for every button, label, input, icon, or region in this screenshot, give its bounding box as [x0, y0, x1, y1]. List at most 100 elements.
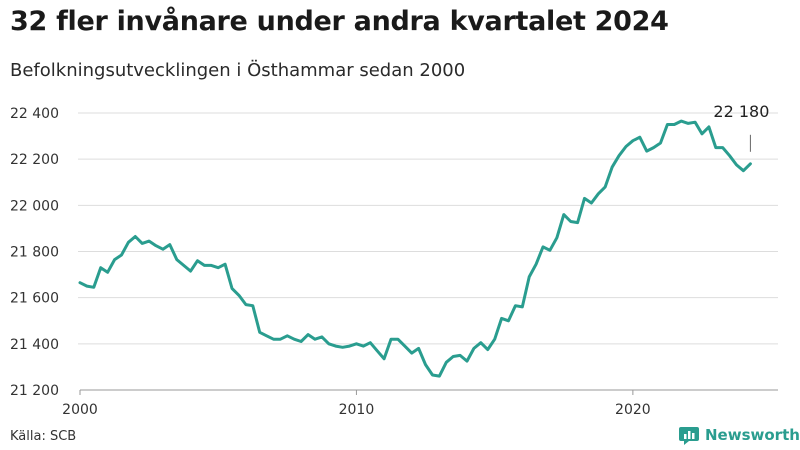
- data-point: [438, 375, 441, 378]
- data-point: [272, 338, 275, 341]
- y-axis-tick-labels: 21 200 21 400 21 600 21 800 22 000 22 200 22 4…: [10, 106, 59, 399]
- data-point: [528, 275, 531, 278]
- data-point: [466, 360, 469, 363]
- data-point: [376, 349, 379, 352]
- chart-subtitle: Befolkningsutvecklingen i Östhammar seda…: [10, 60, 466, 81]
- data-point: [141, 242, 144, 245]
- data-point: [707, 125, 710, 128]
- data-point: [521, 305, 524, 308]
- chart-title: 32 fler invånare under andra kvartalet 2…: [10, 6, 669, 37]
- brand-name: Newsworthy: [705, 426, 800, 444]
- series-population: [78, 119, 752, 378]
- data-point: [410, 352, 413, 355]
- annotation-label: 22 180: [713, 102, 769, 121]
- data-point: [134, 235, 137, 238]
- data-point: [542, 245, 545, 248]
- data-point: [742, 169, 745, 172]
- y-tick-label: 22 000: [10, 198, 59, 214]
- data-point: [355, 342, 358, 345]
- data-point: [265, 334, 268, 337]
- data-point: [244, 303, 247, 306]
- data-point: [728, 154, 731, 157]
- data-point: [548, 249, 551, 252]
- data-point: [196, 259, 199, 262]
- x-tick-label: 2010: [339, 402, 375, 418]
- y-tick-label: 21 400: [10, 337, 59, 353]
- data-point: [106, 271, 109, 274]
- data-point: [362, 345, 365, 348]
- data-point: [701, 132, 704, 135]
- data-point: [231, 287, 234, 290]
- data-point: [210, 264, 213, 267]
- data-point: [472, 347, 475, 350]
- data-point: [217, 266, 220, 269]
- data-point: [486, 348, 489, 351]
- data-point: [293, 338, 296, 341]
- data-point: [666, 123, 669, 126]
- data-point: [224, 263, 227, 266]
- data-point: [92, 286, 95, 289]
- data-point: [120, 254, 123, 257]
- data-point: [85, 285, 88, 288]
- data-point: [514, 304, 517, 307]
- data-point: [334, 345, 337, 348]
- data-point: [431, 374, 434, 377]
- data-point: [555, 236, 558, 239]
- data-point: [673, 123, 676, 126]
- data-point: [452, 355, 455, 358]
- data-point: [424, 363, 427, 366]
- data-point: [307, 333, 310, 336]
- data-point: [314, 338, 317, 341]
- data-point: [562, 213, 565, 216]
- data-point: [348, 345, 351, 348]
- data-point: [604, 185, 607, 188]
- data-point: [383, 357, 386, 360]
- x-axis-tick-labels: 2000 2010 2020: [62, 390, 651, 418]
- last-value-annotation: 22 180: [713, 102, 769, 152]
- data-point: [659, 142, 662, 145]
- y-tick-label: 21 200: [10, 383, 59, 399]
- data-point: [694, 121, 697, 124]
- y-tick-label: 22 400: [10, 106, 59, 122]
- data-point: [631, 139, 634, 142]
- data-point: [341, 346, 344, 349]
- data-point: [687, 122, 690, 125]
- data-point: [403, 345, 406, 348]
- data-point: [396, 338, 399, 341]
- data-point: [583, 197, 586, 200]
- data-point: [203, 264, 206, 267]
- y-tick-label: 22 200: [10, 152, 59, 168]
- data-point: [611, 166, 614, 169]
- data-point: [638, 136, 641, 139]
- data-point: [251, 304, 254, 307]
- x-tick-label: 2000: [62, 402, 98, 418]
- data-point: [479, 341, 482, 344]
- data-point: [417, 347, 420, 350]
- data-point: [279, 338, 282, 341]
- data-point: [182, 264, 185, 267]
- data-point: [618, 154, 621, 157]
- data-point: [390, 338, 393, 341]
- data-point: [721, 146, 724, 149]
- y-tick-label: 21 600: [10, 291, 59, 307]
- data-point: [652, 146, 655, 149]
- data-point: [189, 270, 192, 273]
- data-point: [238, 294, 241, 297]
- data-point: [148, 240, 151, 243]
- data-point: [168, 243, 171, 246]
- data-point: [625, 145, 628, 148]
- data-point: [161, 248, 164, 251]
- data-point: [714, 146, 717, 149]
- data-point: [507, 319, 510, 322]
- bar-chart-icon: [679, 427, 699, 445]
- x-tick-label: 2020: [615, 402, 651, 418]
- data-point: [155, 244, 158, 247]
- data-point: [113, 258, 116, 261]
- data-point: [569, 220, 572, 223]
- data-point: [597, 192, 600, 195]
- population-line: [78, 119, 752, 378]
- data-point: [175, 258, 178, 261]
- data-point: [286, 334, 289, 337]
- data-point: [576, 221, 579, 224]
- data-point: [493, 338, 496, 341]
